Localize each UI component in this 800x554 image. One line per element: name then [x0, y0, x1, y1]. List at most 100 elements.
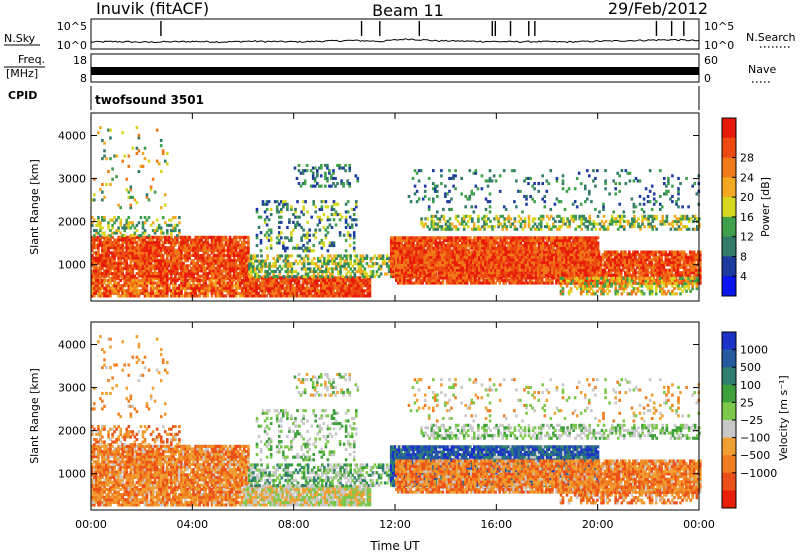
power-cell	[121, 269, 124, 273]
power-cell	[238, 277, 242, 281]
power-cell	[131, 248, 135, 252]
power-cell	[170, 234, 173, 238]
power-cell	[259, 249, 263, 253]
power-cell	[243, 264, 246, 268]
power-cell	[107, 221, 110, 225]
power-cell	[182, 269, 185, 273]
power-cell	[147, 264, 151, 268]
power-cell	[236, 274, 240, 278]
power-cell	[147, 243, 151, 247]
power-cell	[204, 241, 208, 245]
power-cell	[103, 251, 106, 255]
power-cell	[129, 253, 133, 257]
power-cell	[157, 251, 161, 255]
power-cell	[121, 256, 124, 260]
power-cell	[192, 241, 195, 245]
power-cell	[93, 261, 96, 265]
power-cell	[91, 248, 94, 252]
power-cell	[220, 274, 224, 278]
power-cell	[202, 248, 206, 252]
power-cell	[170, 261, 173, 265]
power-cell	[143, 229, 147, 233]
power-cell	[143, 251, 147, 255]
power-cell	[222, 259, 226, 263]
power-cell	[206, 251, 210, 255]
power-cell	[232, 266, 236, 270]
power-cell	[247, 243, 250, 247]
power-cell	[164, 266, 167, 270]
power-cell	[168, 261, 171, 265]
power-cell	[216, 256, 220, 260]
power-cell	[91, 289, 94, 293]
power-cell	[151, 274, 155, 278]
power-cell	[135, 229, 139, 233]
power-cell	[111, 261, 114, 265]
power-cell	[334, 223, 338, 227]
power-cell	[220, 269, 224, 273]
power-cell	[129, 221, 133, 225]
power-cell	[141, 238, 145, 242]
power-cell	[194, 241, 197, 245]
power-cell	[129, 266, 133, 270]
power-cell	[151, 248, 155, 252]
power-cell	[218, 259, 222, 263]
power-cell	[350, 223, 354, 227]
power-cell	[202, 259, 206, 263]
power-cell	[97, 266, 100, 270]
power-cell	[166, 248, 169, 252]
power-cell	[234, 235, 238, 239]
power-cell	[143, 266, 147, 270]
power-cell	[356, 176, 360, 180]
power-cell	[311, 171, 315, 175]
power-cell	[166, 238, 169, 242]
power-cell	[596, 236, 600, 240]
power-cell	[95, 238, 98, 242]
power-cell	[241, 243, 244, 247]
power-cell	[218, 253, 222, 257]
power-cell	[363, 267, 367, 271]
power-cell	[155, 277, 159, 281]
power-cell	[232, 269, 236, 273]
power-cell	[117, 229, 120, 233]
power-cell	[379, 272, 383, 276]
power-cell	[326, 163, 329, 167]
power-cell	[131, 256, 135, 260]
power-cell	[149, 259, 153, 263]
power-cell	[121, 272, 124, 276]
power-cell	[93, 229, 96, 233]
power-cell	[192, 264, 195, 268]
power-cell	[204, 278, 208, 282]
power-cell	[161, 246, 165, 250]
power-cell	[109, 266, 112, 270]
power-cell	[182, 256, 185, 260]
power-cell	[238, 274, 242, 278]
power-cell	[186, 238, 189, 242]
power-cell	[238, 264, 242, 268]
power-cell	[241, 253, 244, 257]
power-cell	[255, 233, 259, 237]
power-cell	[107, 253, 110, 257]
power-cell	[194, 264, 197, 268]
power-cell	[182, 274, 185, 278]
power-cell	[111, 235, 114, 239]
power-cell	[200, 238, 203, 242]
power-cell	[166, 274, 169, 278]
nsky-tick-bottom: 10^0	[57, 39, 87, 52]
power-cell	[174, 223, 177, 227]
power-cell	[220, 259, 224, 263]
power-cell	[125, 223, 129, 227]
power-cell	[151, 253, 155, 257]
power-cell	[174, 277, 177, 281]
power-cell	[247, 246, 250, 250]
power-cell	[172, 229, 175, 233]
power-cell	[198, 256, 201, 260]
power-cell	[230, 261, 234, 265]
power-cell	[182, 246, 185, 250]
power-cell	[182, 235, 185, 239]
power-cell	[198, 269, 201, 273]
power-cell	[153, 241, 157, 245]
power-cell	[222, 274, 226, 278]
power-cell	[129, 264, 133, 268]
power-cell	[174, 216, 177, 220]
power-cell	[269, 213, 273, 217]
